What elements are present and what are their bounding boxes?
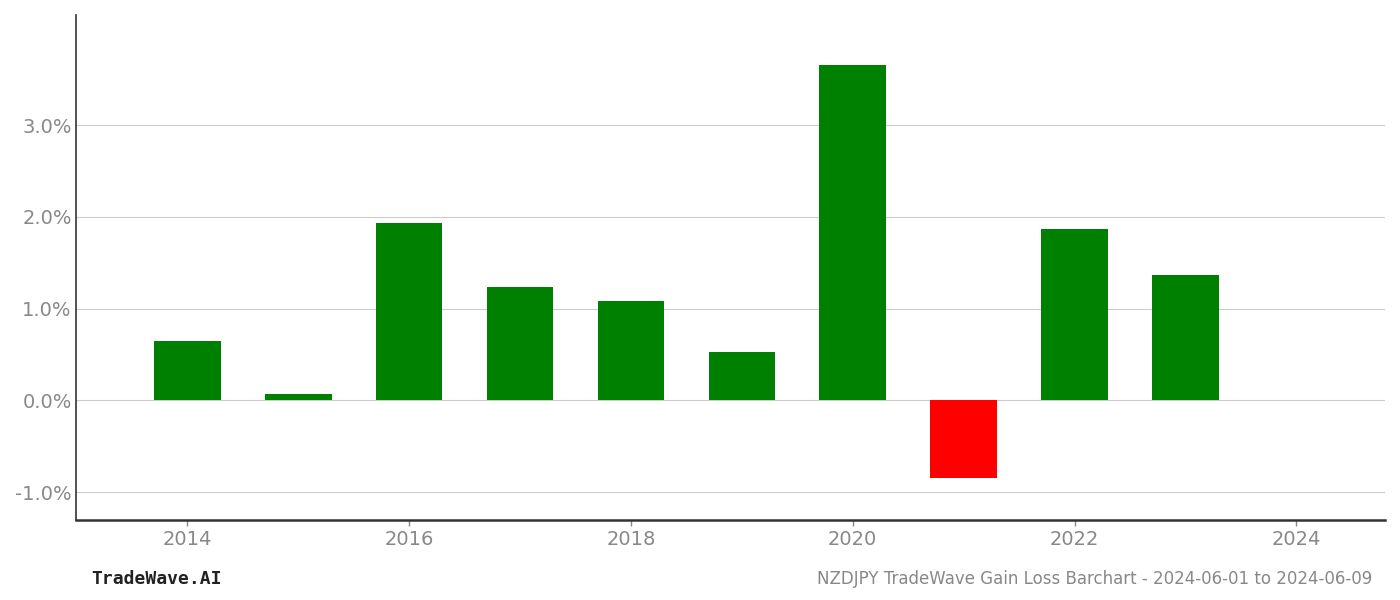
Bar [487, 287, 553, 400]
Bar [375, 223, 442, 400]
Bar [265, 394, 332, 400]
Text: TradeWave.AI: TradeWave.AI [91, 570, 221, 588]
Text: NZDJPY TradeWave Gain Loss Barchart - 2024-06-01 to 2024-06-09: NZDJPY TradeWave Gain Loss Barchart - 20… [816, 570, 1372, 588]
Bar [154, 341, 221, 400]
Bar [931, 400, 997, 478]
Bar [1152, 275, 1218, 400]
Bar [598, 301, 664, 400]
Bar [1042, 229, 1107, 400]
Bar [708, 352, 776, 400]
Bar [819, 65, 886, 400]
